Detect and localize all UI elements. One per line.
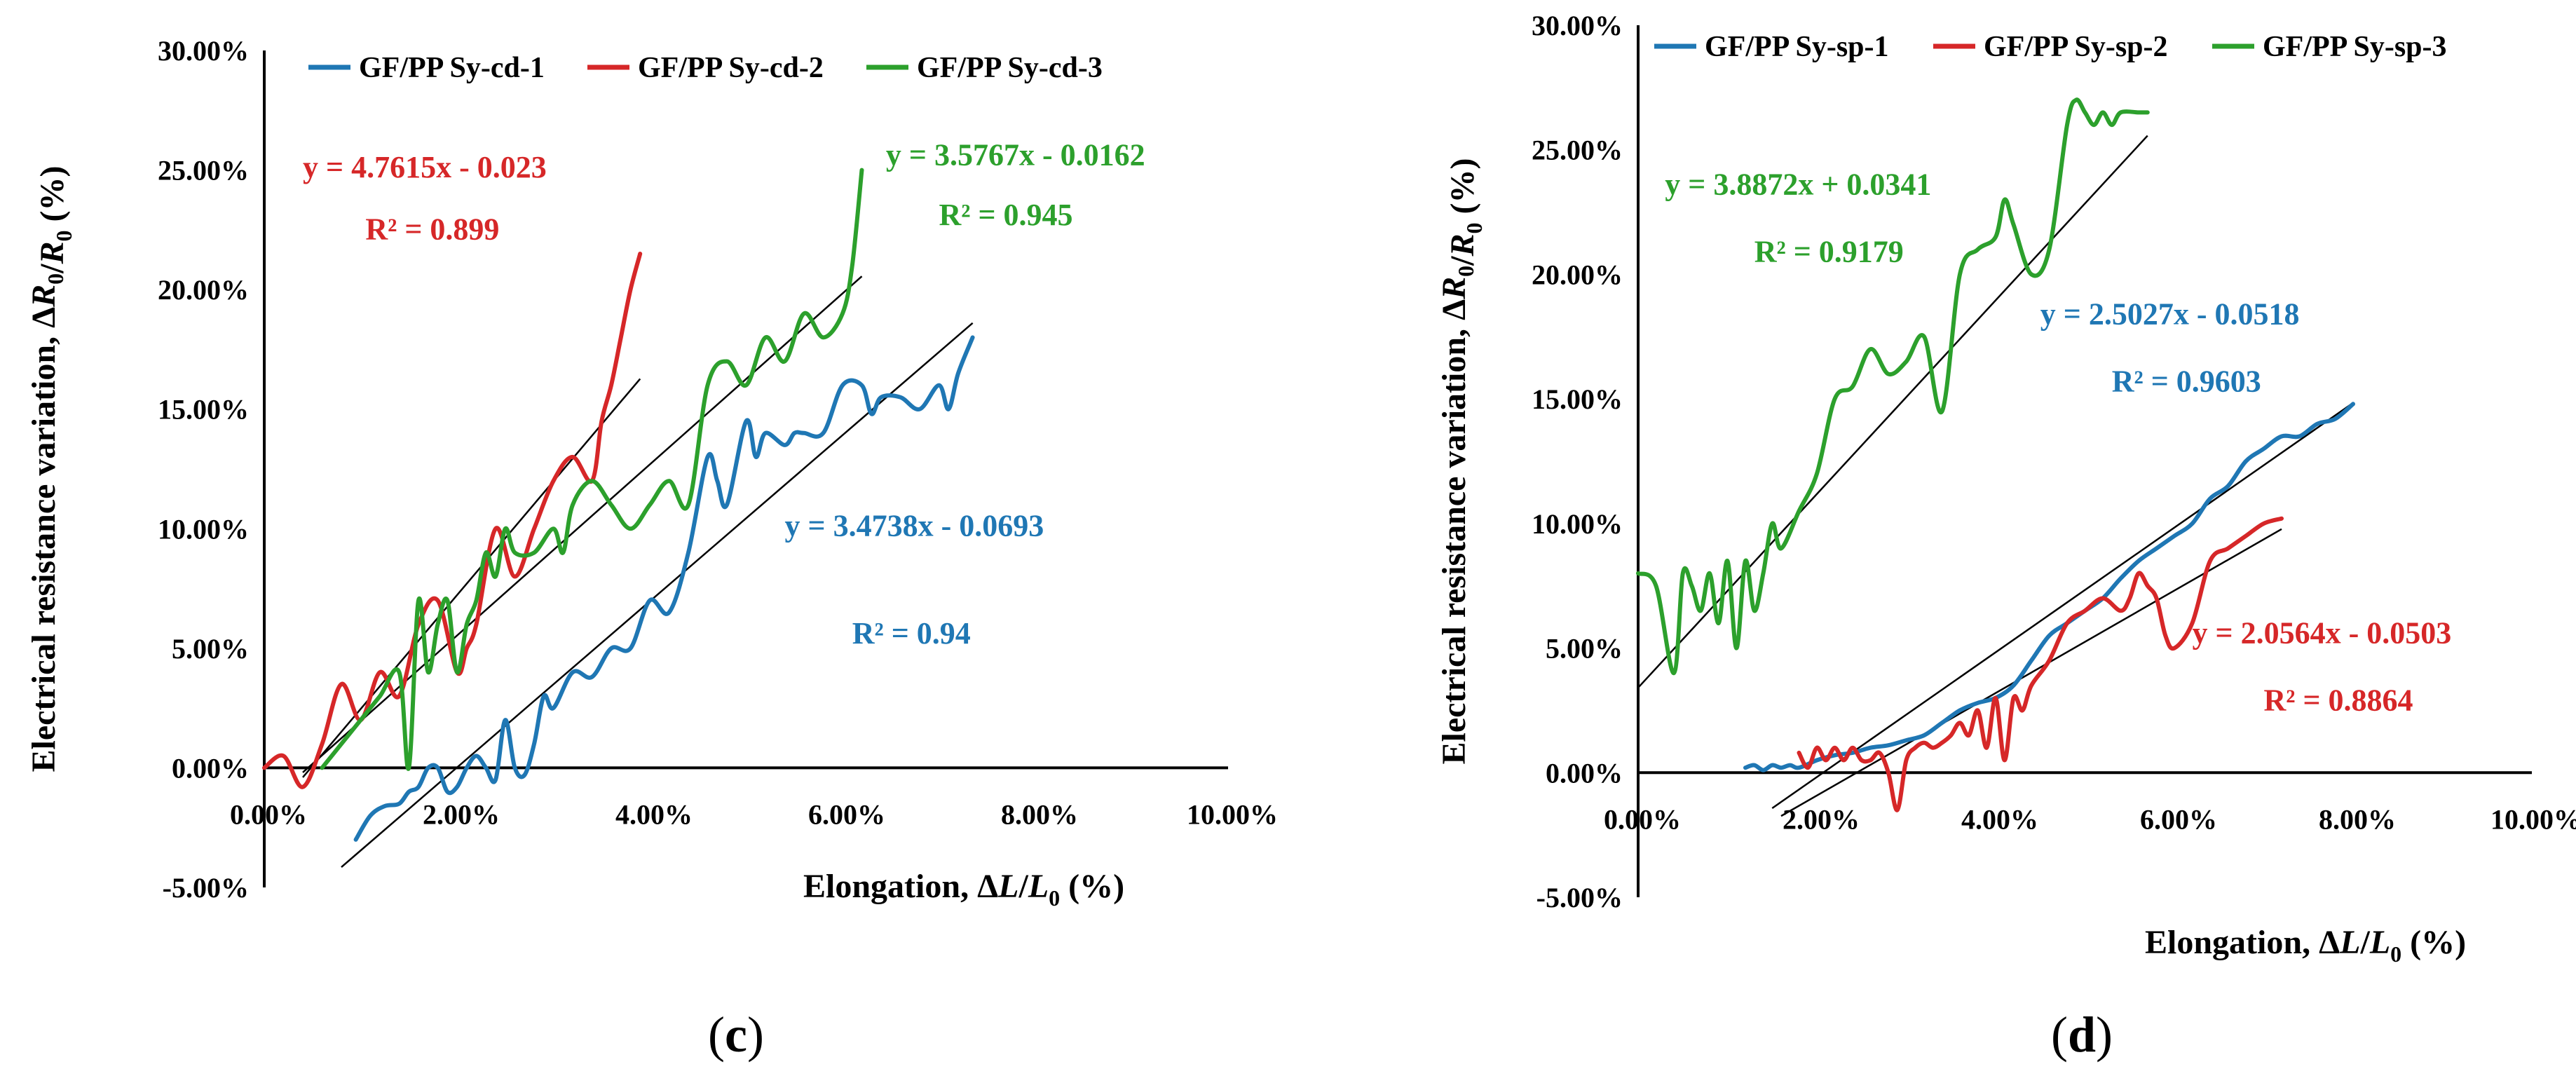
y-tick-label: -5.00% bbox=[163, 872, 249, 904]
panel-label: (d) bbox=[2051, 1007, 2113, 1063]
trendline-annotation: R² = 0.9603 bbox=[2112, 364, 2261, 398]
y-axis-title: Electrical resistance variation, ΔR0/R0 … bbox=[1436, 158, 1487, 764]
trendline-annotation: y = 3.5767x - 0.0162 bbox=[886, 138, 1145, 172]
y-tick-label: 25.00% bbox=[1532, 135, 1623, 166]
trendline bbox=[302, 378, 641, 778]
y-tick-label: 0.00% bbox=[172, 752, 249, 784]
trendline bbox=[341, 322, 974, 868]
y-tick-label: 0.00% bbox=[1546, 757, 1623, 789]
trendline-annotation: R² = 0.94 bbox=[852, 616, 971, 651]
x-tick-label: 6.00% bbox=[808, 798, 885, 830]
series-line bbox=[353, 335, 975, 842]
y-tick-label: 20.00% bbox=[1532, 259, 1623, 290]
x-tick-label: 8.00% bbox=[2319, 803, 2396, 835]
panel-label: (c) bbox=[708, 1007, 764, 1063]
trendline bbox=[1771, 402, 2354, 809]
trendline-annotation: y = 3.8872x + 0.0341 bbox=[1665, 168, 1931, 202]
x-tick-label: 8.00% bbox=[1001, 798, 1078, 830]
x-tick-label: 4.00% bbox=[1961, 803, 2038, 835]
series-line bbox=[262, 252, 643, 789]
legend-entry: GF/PP Sy-sp-1 bbox=[1705, 31, 1889, 63]
x-tick-label: 6.00% bbox=[2140, 803, 2217, 835]
x-axis-title: Elongation, ΔL/L0 (%) bbox=[2145, 924, 2466, 967]
legend-entry: GF/PP Sy-cd-2 bbox=[638, 52, 824, 84]
y-tick-label: 30.00% bbox=[1532, 10, 1623, 41]
trendline-annotation: R² = 0.8864 bbox=[2264, 683, 2413, 717]
trendline-annotation: R² = 0.9179 bbox=[1754, 235, 1904, 269]
chart-panel-d: -5.00% 0.00% 5.00% 10.00% 15.00% 20.00% 25.00%… bbox=[1436, 10, 2576, 1063]
y-tick-label: 15.00% bbox=[158, 394, 249, 425]
y-tick-label: 30.00% bbox=[158, 35, 249, 67]
series-line bbox=[320, 168, 864, 771]
trendline-annotation: R² = 0.945 bbox=[939, 198, 1073, 232]
series-line bbox=[1636, 97, 2150, 676]
x-tick-label: 10.00% bbox=[2490, 803, 2576, 835]
trendline-annotation: y = 4.7615x - 0.023 bbox=[303, 150, 547, 184]
x-tick-label: 2.00% bbox=[423, 798, 500, 830]
y-tick-label: 25.00% bbox=[158, 155, 249, 186]
trendline bbox=[302, 275, 863, 773]
legend-entry: GF/PP Sy-sp-3 bbox=[2263, 31, 2447, 63]
y-tick-label: 10.00% bbox=[158, 513, 249, 545]
x-tick-label: 10.00% bbox=[1187, 798, 1278, 830]
y-tick-label: 15.00% bbox=[1532, 383, 1623, 415]
legend-entry: GF/PP Sy-cd-1 bbox=[359, 52, 545, 84]
series-line bbox=[1797, 516, 2284, 812]
x-tick-label: 4.00% bbox=[615, 798, 693, 830]
chart-panel-c: -5.00% 0.00% 5.00% 10.00% 15.00% 20.00% 25.00%… bbox=[25, 35, 1278, 1063]
trendline-annotation: R² = 0.899 bbox=[365, 212, 499, 247]
trendline bbox=[1780, 528, 2282, 817]
x-tick-label: 0.00% bbox=[1604, 803, 1681, 835]
x-axis-title: Elongation, ΔL/L0 (%) bbox=[803, 868, 1124, 911]
y-tick-label: 20.00% bbox=[158, 274, 249, 306]
trendline-annotation: y = 3.4738x - 0.0693 bbox=[785, 509, 1044, 543]
y-tick-label: -5.00% bbox=[1536, 882, 1623, 913]
y-tick-label: 10.00% bbox=[1532, 508, 1623, 540]
trendline-annotation: y = 2.5027x - 0.0518 bbox=[2040, 297, 2300, 332]
y-axis-title: Electrical resistance variation, ΔR0/R0 … bbox=[25, 165, 76, 772]
legend-entry: GF/PP Sy-sp-2 bbox=[1984, 31, 2168, 63]
y-tick-label: 5.00% bbox=[172, 633, 249, 665]
x-tick-label: 0.00% bbox=[230, 798, 307, 830]
series-line bbox=[1743, 402, 2355, 772]
legend-entry: GF/PP Sy-cd-3 bbox=[917, 52, 1103, 84]
y-tick-label: 5.00% bbox=[1546, 633, 1623, 665]
trendline-annotation: y = 2.0564x - 0.0503 bbox=[2193, 615, 2452, 650]
